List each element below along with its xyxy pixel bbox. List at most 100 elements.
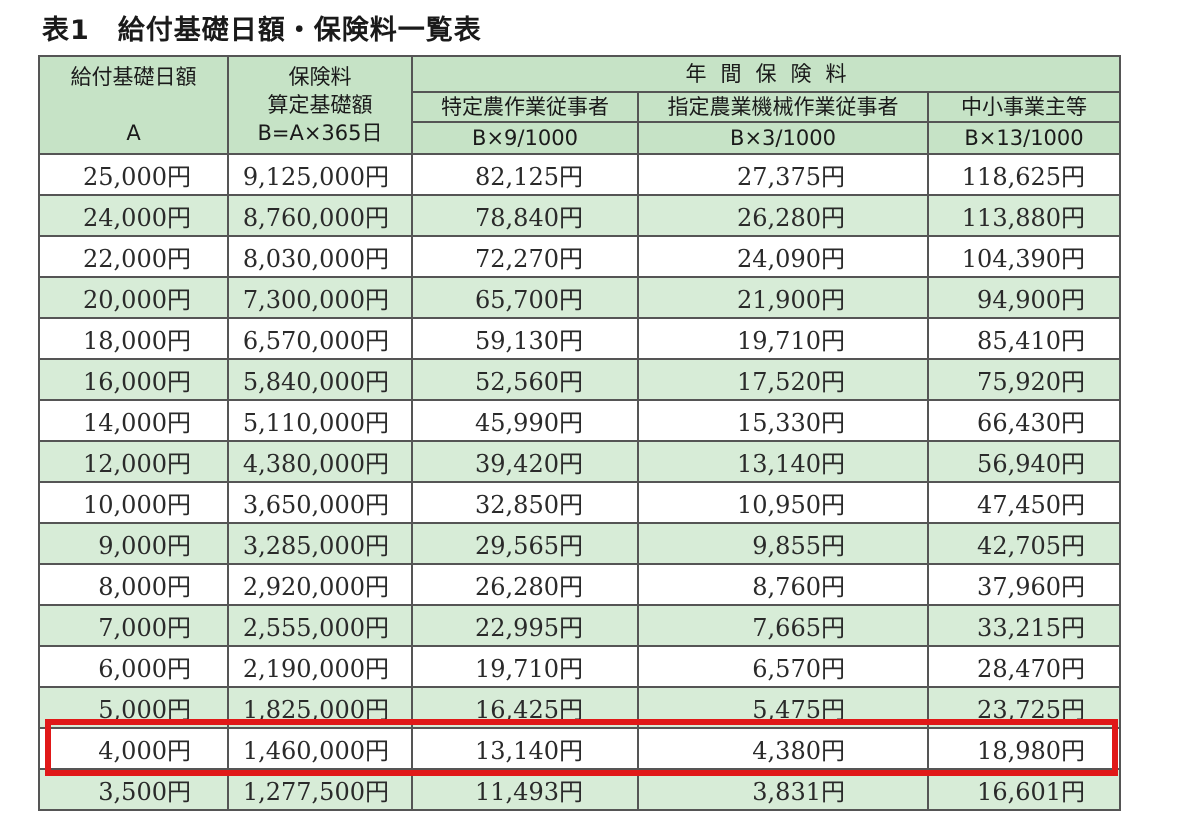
small-business-premium-cell: 75,920円 [926,358,1122,401]
table-row: 18,000円 6,570,000円 59,130円 19,710円 85,41… [38,317,1122,360]
premium-base-cell: 2,555,000円 [227,604,413,647]
specific-farm-premium-cell: 45,990円 [411,399,639,442]
designated-machine-premium-cell: 5,475円 [637,686,929,729]
benefit-daily-amount-cell: 8,000円 [38,563,229,606]
benefit-daily-amount-cell: 14,000円 [38,399,229,442]
benefit-daily-amount-cell: 10,000円 [38,481,229,524]
benefit-daily-amount-cell: 22,000円 [38,235,229,278]
premium-base-cell: 9,125,000円 [227,153,413,196]
small-business-premium-cell: 66,430円 [926,399,1122,442]
benefit-daily-amount-cell: 18,000円 [38,317,229,360]
specific-farm-premium-cell: 19,710円 [411,645,639,688]
benefit-daily-amount-cell: 4,000円 [38,727,229,770]
header-premium-base-label1: 保険料 [288,65,352,89]
table-row: 10,000円 3,650,000円 32,850円 10,950円 47,45… [38,481,1122,524]
benefit-daily-amount-cell: 9,000円 [38,522,229,565]
header-small-business-owner: 中小事業主等 [926,91,1122,123]
premium-base-cell: 3,285,000円 [227,522,413,565]
small-business-premium-cell: 47,450円 [926,481,1122,524]
specific-farm-premium-cell: 78,840円 [411,194,639,237]
table-row: 16,000円 5,840,000円 52,560円 17,520円 75,92… [38,358,1122,401]
designated-machine-premium-cell: 19,710円 [637,317,929,360]
specific-farm-premium-cell: 52,560円 [411,358,639,401]
small-business-premium-cell: 23,725円 [926,686,1122,729]
designated-machine-premium-cell: 9,855円 [637,522,929,565]
designated-machine-premium-cell: 26,280円 [637,194,929,237]
header-premium-base-formula: B=A×365日 [257,121,383,145]
benefit-daily-amount-cell: 20,000円 [38,276,229,319]
table-row: 7,000円 2,555,000円 22,995円 7,665円 33,215円 [38,604,1122,647]
specific-farm-premium-cell: 59,130円 [411,317,639,360]
designated-machine-premium-cell: 15,330円 [637,399,929,442]
header-small-business-owner-formula: B×13/1000 [926,121,1122,155]
designated-machine-premium-cell: 6,570円 [637,645,929,688]
specific-farm-premium-cell: 32,850円 [411,481,639,524]
benefit-daily-amount-cell: 3,500円 [38,768,229,811]
small-business-premium-cell: 18,980円 [926,727,1122,770]
specific-farm-premium-cell: 13,140円 [411,727,639,770]
premium-base-cell: 8,030,000円 [227,235,413,278]
table-title: 表1 給付基礎日額・保険料一覧表 [42,15,482,46]
header-premium-base-label2: 算定基礎額 [267,93,373,117]
table-row: 3,500円 1,277,500円 11,493円 3,831円 16,601円 [38,768,1122,811]
premium-base-cell: 7,300,000円 [227,276,413,319]
specific-farm-premium-cell: 26,280円 [411,563,639,606]
specific-farm-premium-cell: 65,700円 [411,276,639,319]
designated-machine-premium-cell: 7,665円 [637,604,929,647]
premium-base-cell: 4,380,000円 [227,440,413,483]
specific-farm-premium-cell: 82,125円 [411,153,639,196]
benefit-daily-amount-cell: 16,000円 [38,358,229,401]
table-row: 6,000円 2,190,000円 19,710円 6,570円 28,470円 [38,645,1122,688]
table-body: 25,000円 9,125,000円 82,125円 27,375円 118,6… [38,153,1122,811]
premium-base-cell: 1,460,000円 [227,727,413,770]
header-specific-farm-worker-formula: B×9/1000 [411,121,639,155]
small-business-premium-cell: 118,625円 [926,153,1122,196]
specific-farm-premium-cell: 11,493円 [411,768,639,811]
specific-farm-premium-cell: 29,565円 [411,522,639,565]
small-business-premium-cell: 42,705円 [926,522,1122,565]
table-row: 14,000円 5,110,000円 45,990円 15,330円 66,43… [38,399,1122,442]
premium-table: 給付基礎日額 A 保険料 算定基礎額 B=A×365日 年間保険料 特定農作業従… [38,55,1122,811]
header-premium-base: 保険料 算定基礎額 B=A×365日 [227,55,413,155]
table-row: 22,000円 8,030,000円 72,270円 24,090円 104,3… [38,235,1122,278]
designated-machine-premium-cell: 13,140円 [637,440,929,483]
premium-base-cell: 5,840,000円 [227,358,413,401]
premium-base-cell: 1,825,000円 [227,686,413,729]
benefit-daily-amount-cell: 25,000円 [38,153,229,196]
header-benefit-daily-amount-symbol: A [126,121,141,145]
small-business-premium-cell: 56,940円 [926,440,1122,483]
small-business-premium-cell: 33,215円 [926,604,1122,647]
small-business-premium-cell: 28,470円 [926,645,1122,688]
small-business-premium-cell: 113,880円 [926,194,1122,237]
table-row: 20,000円 7,300,000円 65,700円 21,900円 94,90… [38,276,1122,319]
table-row: 9,000円 3,285,000円 29,565円 9,855円 42,705円 [38,522,1122,565]
designated-machine-premium-cell: 4,380円 [637,727,929,770]
designated-machine-premium-cell: 10,950円 [637,481,929,524]
table-row: 12,000円 4,380,000円 39,420円 13,140円 56,94… [38,440,1122,483]
premium-base-cell: 5,110,000円 [227,399,413,442]
specific-farm-premium-cell: 16,425円 [411,686,639,729]
designated-machine-premium-cell: 24,090円 [637,235,929,278]
header-benefit-daily-amount: 給付基礎日額 A [38,55,229,155]
small-business-premium-cell: 37,960円 [926,563,1122,606]
designated-machine-premium-cell: 8,760円 [637,563,929,606]
table-row-highlighted: 4,000円 1,460,000円 13,140円 4,380円 18,980円 [38,727,1122,770]
designated-machine-premium-cell: 27,375円 [637,153,929,196]
header-designated-machine-worker-formula: B×3/1000 [637,121,929,155]
header-annual-premium-group: 年間保険料 [410,55,1122,93]
header-benefit-daily-amount-label: 給付基礎日額 [70,65,197,89]
small-business-premium-cell: 104,390円 [926,235,1122,278]
benefit-daily-amount-cell: 24,000円 [38,194,229,237]
specific-farm-premium-cell: 72,270円 [411,235,639,278]
specific-farm-premium-cell: 22,995円 [411,604,639,647]
table-row: 8,000円 2,920,000円 26,280円 8,760円 37,960円 [38,563,1122,606]
small-business-premium-cell: 16,601円 [926,768,1122,811]
benefit-daily-amount-cell: 6,000円 [38,645,229,688]
table-row: 24,000円 8,760,000円 78,840円 26,280円 113,8… [38,194,1122,237]
table-row: 5,000円 1,825,000円 16,425円 5,475円 23,725円 [38,686,1122,729]
benefit-daily-amount-cell: 5,000円 [38,686,229,729]
header-specific-farm-worker: 特定農作業従事者 [411,91,639,123]
table-row: 25,000円 9,125,000円 82,125円 27,375円 118,6… [38,153,1122,196]
benefit-daily-amount-cell: 12,000円 [38,440,229,483]
designated-machine-premium-cell: 21,900円 [637,276,929,319]
